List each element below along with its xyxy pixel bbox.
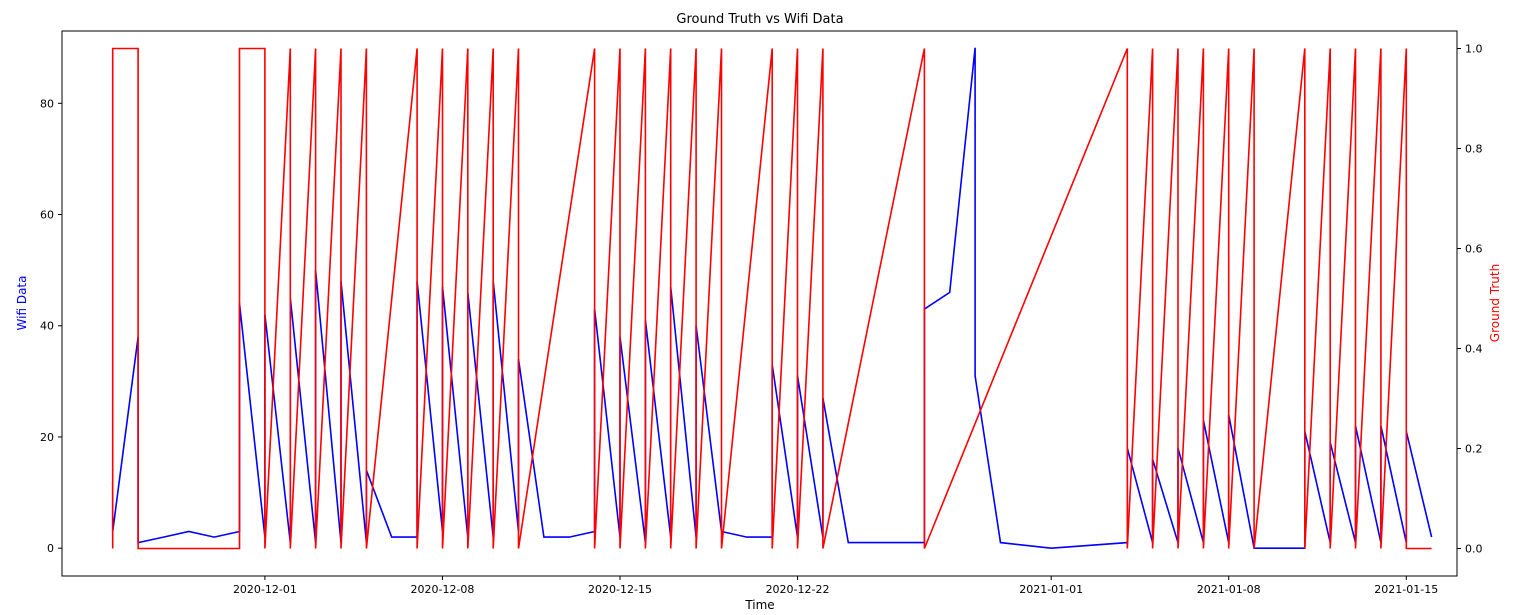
x-tick-label: 2020-12-08: [410, 583, 474, 596]
x-tick-label: 2020-12-15: [588, 583, 652, 596]
y-left-tick-label: 40: [40, 320, 54, 333]
plot-area: [61, 30, 1458, 577]
chart-title: Ground Truth vs Wifi Data: [676, 12, 843, 27]
y-left-tick-label: 20: [40, 431, 54, 444]
y-right-axis-ticks: 0.0 0.2 0.4 0.6 0.8 1.0: [1457, 43, 1483, 556]
y-left-axis-ticks: 0 20 40 60 80: [40, 97, 62, 555]
x-tick-label: 2021-01-08: [1197, 583, 1261, 596]
y-right-tick-label: 0.0: [1465, 543, 1483, 556]
x-tick-label: 2021-01-15: [1374, 583, 1438, 596]
y-right-tick-label: 0.8: [1465, 143, 1483, 156]
x-axis-label: Time: [744, 598, 774, 612]
y-right-tick-label: 0.2: [1465, 443, 1483, 456]
ground-truth-line: [111, 47, 1432, 550]
y-left-axis-label: Wifi Data: [15, 276, 29, 331]
y-right-tick-label: 1.0: [1465, 43, 1483, 56]
x-tick-label: 2021-01-01: [1019, 583, 1083, 596]
x-axis-ticks: 2020-12-01 2020-12-08 2020-12-15 2020-12-22…: [233, 576, 1438, 596]
y-left-tick-label: 60: [40, 209, 54, 222]
plot-frame: [61, 30, 1458, 577]
y-right-tick-label: 0.6: [1465, 243, 1483, 256]
y-right-axis-label: Ground Truth: [1488, 264, 1502, 342]
y-left-tick-label: 0: [47, 542, 54, 555]
x-tick-label: 2020-12-22: [766, 583, 830, 596]
y-left-tick-label: 80: [40, 97, 54, 110]
y-right-tick-label: 0.4: [1465, 343, 1483, 356]
x-tick-label: 2020-12-01: [233, 583, 297, 596]
